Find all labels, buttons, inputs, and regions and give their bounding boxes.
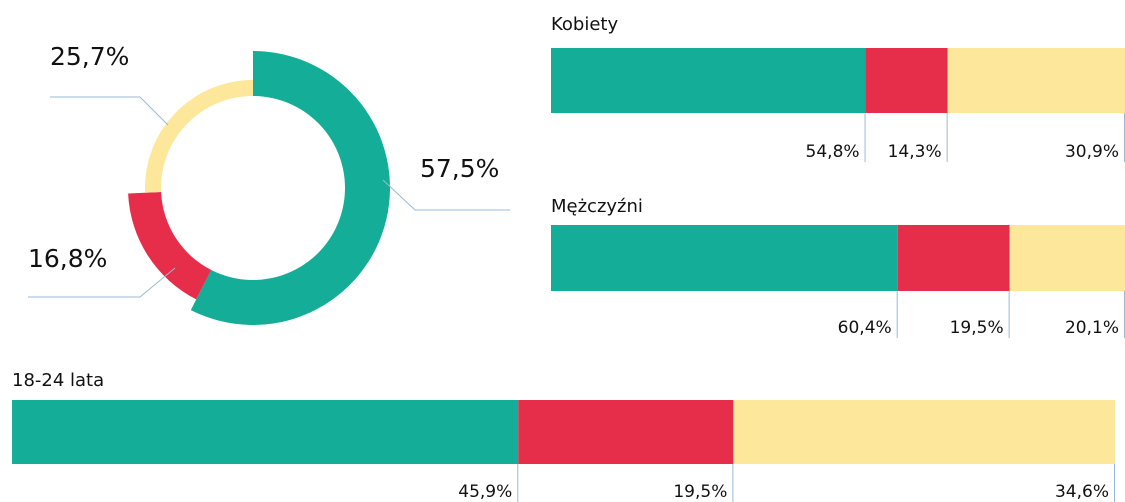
value-label: 60,4% [838,318,892,338]
bar-title: 18-24 lata [12,370,104,391]
bar-segment [947,48,1125,113]
bar-segment [733,400,1115,464]
bar-segment [1009,225,1125,291]
leader-line [28,267,176,298]
bar-title: Kobiety [551,14,618,35]
bar-segment [12,400,519,464]
bar-segment [897,225,1010,291]
donut-segment [190,51,390,325]
bar-title: Mężczyźni [551,196,643,217]
value-label: 19,5% [950,318,1004,338]
value-label: 25,7% [50,42,129,71]
bar-segment [518,400,734,464]
value-label: 14,3% [888,142,942,162]
donut-segment [128,192,212,300]
value-label: 45,9% [458,482,512,502]
value-label: 30,9% [1065,142,1119,162]
value-label: 34,6% [1055,482,1109,502]
value-label: 54,8% [806,142,860,162]
value-label: 20,1% [1065,318,1119,338]
donut-segment [145,80,253,193]
value-label: 16,8% [28,244,107,273]
bar-segment [865,48,948,113]
leader-line [382,179,510,211]
bar-segment [551,48,866,113]
bar-segment [551,225,898,291]
leader-line [50,96,169,126]
value-label: 57,5% [420,154,499,183]
value-label: 19,5% [673,482,727,502]
